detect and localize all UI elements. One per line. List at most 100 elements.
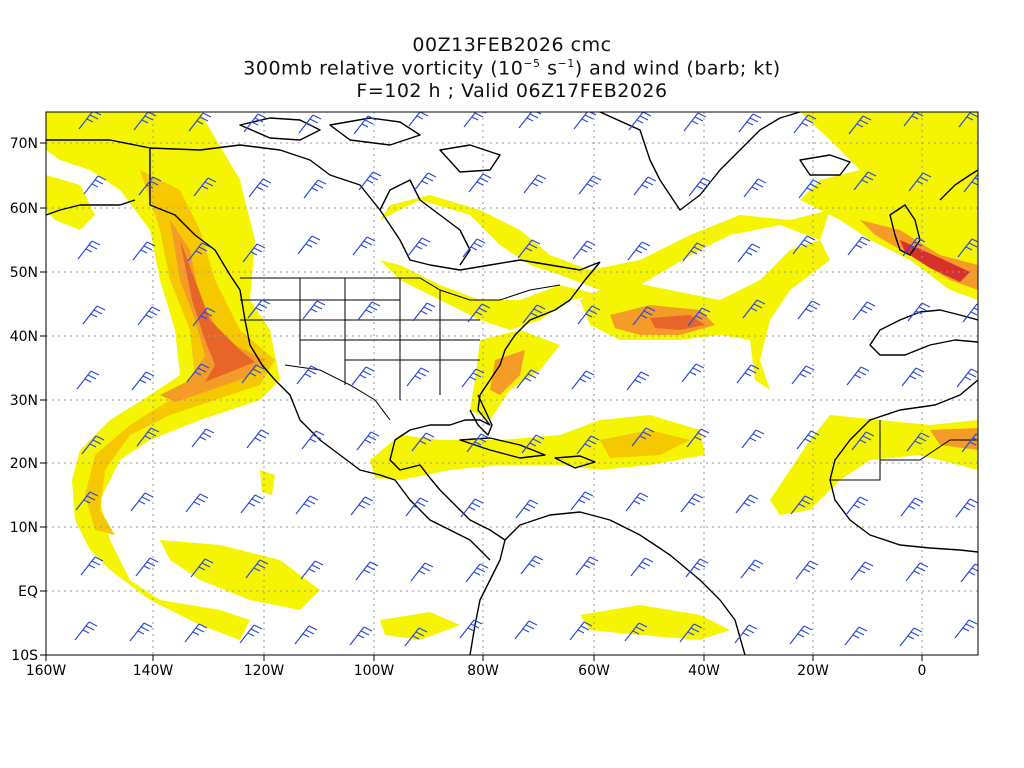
coastline-arctic-islands — [239, 117, 501, 173]
wind-barb — [76, 370, 100, 390]
subtitle-part-1: 300mb relative vorticity (10 — [243, 57, 524, 80]
y-tick-label: EQ — [18, 584, 38, 600]
wind-barb — [294, 625, 318, 645]
wind-barb — [240, 494, 264, 514]
wind-barb — [741, 429, 765, 449]
political-borders — [149, 148, 978, 481]
wind-barb — [412, 302, 436, 322]
wind-barb — [130, 492, 154, 512]
vorticity-band-pacific-red — [180, 240, 255, 382]
wind-barb — [81, 435, 105, 455]
wind-barb — [626, 371, 650, 391]
map-valid-time: F=102 h ; Valid 06Z17FEB2026 — [356, 80, 668, 102]
wind-barb — [243, 113, 267, 133]
coastline-hudson-bay — [379, 179, 471, 266]
coastline-central-america — [439, 489, 506, 541]
x-tick-label: 80W — [467, 663, 499, 679]
wind-barb — [355, 561, 379, 581]
coastline-alaska-peninsula — [46, 199, 136, 216]
border-canada-us — [240, 277, 561, 301]
wind-barb — [133, 112, 157, 131]
coastline-arctic-canada — [149, 144, 601, 271]
vorticity-band-small-1 — [380, 612, 460, 640]
wind-barb — [571, 370, 595, 390]
wind-barb — [900, 497, 924, 517]
wind-barb — [955, 498, 978, 518]
axis-tick-marks — [40, 142, 923, 661]
subtitle-exponent-1: −5 — [523, 57, 541, 70]
wind-barb — [956, 368, 978, 388]
wind-barb — [686, 428, 710, 448]
x-tick-label: 160W — [26, 663, 67, 679]
wind-barb — [413, 172, 437, 192]
wind-barb — [242, 243, 266, 263]
wind-barb — [184, 623, 208, 643]
wind-barb — [575, 556, 599, 576]
x-tick-label: 0 — [918, 663, 927, 679]
wind-barb — [404, 627, 428, 647]
wind-barb — [792, 235, 816, 255]
wind-barb — [468, 173, 492, 193]
wind-barb — [247, 299, 271, 319]
wind-barb — [852, 301, 876, 321]
wind-barb — [954, 619, 978, 639]
wind-barb — [77, 240, 101, 260]
wind-barb — [239, 624, 263, 644]
y-tick-label: 50N — [10, 265, 38, 281]
wind-barb — [738, 113, 762, 133]
wind-barb — [905, 562, 929, 582]
y-tick-label: 30N — [10, 393, 38, 409]
map-plot-area — [46, 112, 978, 655]
wind-barb — [847, 236, 871, 256]
wind-barb — [358, 171, 382, 191]
wind-barb — [578, 175, 602, 195]
y-tick-label: 10S — [11, 648, 38, 664]
x-axis-labels: 160W 140W 120W 100W 80W 60W 40W 20W 0 — [26, 663, 927, 679]
vorticity-band-northeast-us — [380, 260, 600, 330]
y-tick-label: 20N — [10, 456, 38, 472]
wind-barb — [790, 495, 814, 515]
wind-barb — [410, 562, 434, 582]
border-africa — [830, 420, 978, 481]
wind-barb — [740, 559, 764, 579]
x-tick-label: 140W — [133, 663, 174, 679]
vorticity-band-east-coast-orange — [490, 350, 525, 395]
wind-barb — [465, 563, 489, 583]
y-tick-label: 10N — [10, 520, 38, 536]
wind-barb — [520, 555, 544, 575]
wind-barb — [460, 498, 484, 518]
wind-barb — [517, 239, 541, 259]
border-us-states — [240, 278, 480, 400]
wind-barb — [903, 112, 926, 127]
wind-barb — [961, 433, 978, 453]
wind-barb — [411, 432, 435, 452]
wind-barb — [296, 365, 320, 385]
wind-barb — [963, 173, 978, 193]
coastline-south-america — [469, 511, 746, 655]
wind-barb — [350, 496, 374, 516]
wind-barb — [459, 619, 483, 639]
wind-barb — [962, 303, 978, 323]
vorticity-band-atlantic-red — [650, 315, 705, 330]
wind-barb — [406, 367, 430, 387]
wind-barb — [80, 556, 104, 576]
wind-barb — [791, 365, 815, 385]
wind-barb — [295, 495, 319, 515]
wind-barb — [462, 238, 486, 258]
wind-barb — [187, 242, 211, 262]
wind-barb — [736, 364, 760, 384]
wind-barb — [246, 429, 270, 449]
wind-barb — [572, 240, 596, 260]
wind-barb — [570, 491, 594, 511]
wind-barb — [248, 178, 272, 198]
wind-barb — [845, 496, 869, 516]
wind-barb — [625, 492, 649, 512]
wind-barb — [631, 427, 655, 447]
map-frame — [45, 111, 979, 656]
y-tick-label: 40N — [10, 329, 38, 345]
coastline-hispaniola — [554, 455, 596, 469]
vorticity-band-africa — [770, 415, 978, 515]
wind-barb — [789, 625, 813, 645]
wind-barb — [138, 176, 162, 196]
wind-barb — [78, 112, 102, 130]
